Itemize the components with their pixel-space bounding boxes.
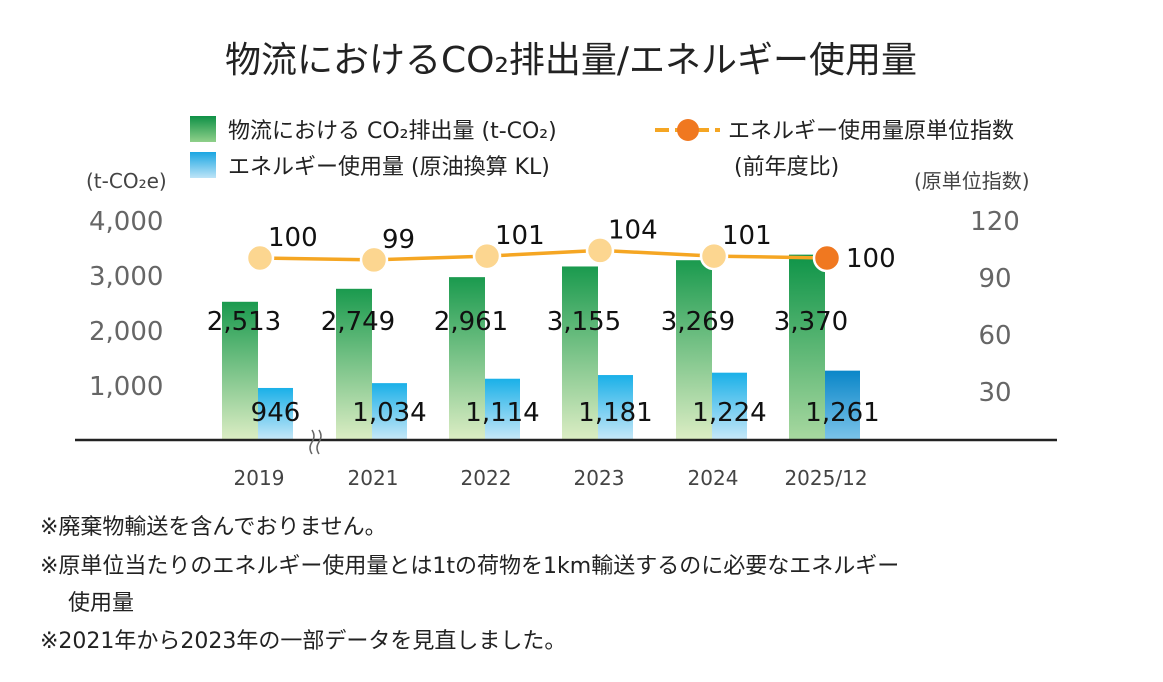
chart: 物流におけるCO₂排出量/エネルギー使用量 物流における CO₂排出量 (t-C… <box>75 40 1057 490</box>
index-marker <box>359 245 389 275</box>
energy-bar <box>712 372 747 440</box>
index-value-label: 101 <box>495 221 545 251</box>
legend-label-co2: 物流における CO₂排出量 (t-CO₂) <box>228 119 557 144</box>
index-marker <box>699 241 729 271</box>
index-value-label: 101 <box>722 221 772 251</box>
energy-value-label: 1,261 <box>805 398 879 428</box>
index-marker <box>472 241 502 271</box>
right-tick-label: 90 <box>978 264 1011 294</box>
index-marker <box>812 243 842 273</box>
left-tick-label: 3,000 <box>89 262 163 292</box>
x-tick-label: 2023 <box>574 466 625 490</box>
left-axis-unit: (t-CO₂e) <box>86 169 167 193</box>
right-tick-label: 120 <box>970 207 1020 237</box>
legend-label-energy: エネルギー使用量 (原油換算 KL) <box>228 155 550 180</box>
index-value-label: 99 <box>382 225 415 255</box>
right-axis-unit: (原単位指数) <box>914 169 1030 193</box>
axis-break-mark <box>309 429 322 455</box>
energy-value-label: 946 <box>251 398 301 428</box>
x-tick-label: 2021 <box>348 466 399 490</box>
energy-value-label: 1,224 <box>692 398 766 428</box>
co2-value-label: 3,370 <box>774 307 848 337</box>
legend: 物流における CO₂排出量 (t-CO₂) エネルギー使用量 (原油換算 KL)… <box>190 116 1014 180</box>
chart-title: 物流におけるCO₂排出量/エネルギー使用量 <box>225 40 917 81</box>
index-marker <box>585 236 615 265</box>
energy-bar <box>598 375 633 440</box>
right-tick-label: 30 <box>978 378 1011 408</box>
legend-marker-index <box>677 119 699 141</box>
left-tick-label: 4,000 <box>89 207 163 237</box>
x-tick-label: 2024 <box>688 466 739 490</box>
co2-value-label: 2,961 <box>434 307 508 337</box>
co2-bar <box>676 260 712 440</box>
note-2-cont: 使用量 <box>68 591 135 616</box>
x-tick-label: 2019 <box>234 466 285 490</box>
index-value-label: 100 <box>268 223 318 253</box>
co2-value-label: 3,269 <box>661 307 735 337</box>
legend-label-index: エネルギー使用量原単位指数 <box>728 119 1014 144</box>
legend-label-index-line2: (前年度比) <box>734 155 839 180</box>
co2-bar <box>789 254 825 440</box>
co2-value-label: 2,513 <box>207 307 281 337</box>
co2-bar <box>336 288 372 440</box>
energy-value-label: 1,181 <box>578 398 652 428</box>
co2-bar <box>562 266 598 440</box>
note-1: ※廃棄物輸送を含んでおりません。 <box>40 515 387 540</box>
co2-value-label: 3,155 <box>547 307 621 337</box>
energy-bar <box>258 387 293 440</box>
index-series-line <box>259 248 828 262</box>
legend-swatch-co2 <box>190 116 216 142</box>
index-value-label: 100 <box>846 244 896 274</box>
co2-bar <box>449 277 485 440</box>
index-value-label: 104 <box>608 215 658 245</box>
left-tick-label: 2,000 <box>89 317 163 347</box>
co2-bar <box>222 301 258 440</box>
legend-swatch-energy <box>190 152 216 178</box>
co2-value-label: 2,749 <box>321 307 395 337</box>
energy-bar <box>485 378 520 440</box>
note-3: ※2021年から2023年の一部データを見直しました。 <box>40 629 567 654</box>
note-2: ※原単位当たりのエネルギー使用量とは1tの荷物を1km輸送するのに必要なエネルギ… <box>40 554 900 579</box>
left-tick-label: 1,000 <box>89 372 163 402</box>
energy-value-label: 1,034 <box>352 398 426 428</box>
x-tick-label: 2025/12 <box>784 466 867 490</box>
energy-bar <box>825 370 860 440</box>
index-marker <box>245 243 275 273</box>
energy-bar <box>372 383 407 440</box>
energy-value-label: 1,114 <box>465 398 539 428</box>
x-tick-label: 2022 <box>461 466 512 490</box>
right-tick-label: 60 <box>978 321 1011 351</box>
